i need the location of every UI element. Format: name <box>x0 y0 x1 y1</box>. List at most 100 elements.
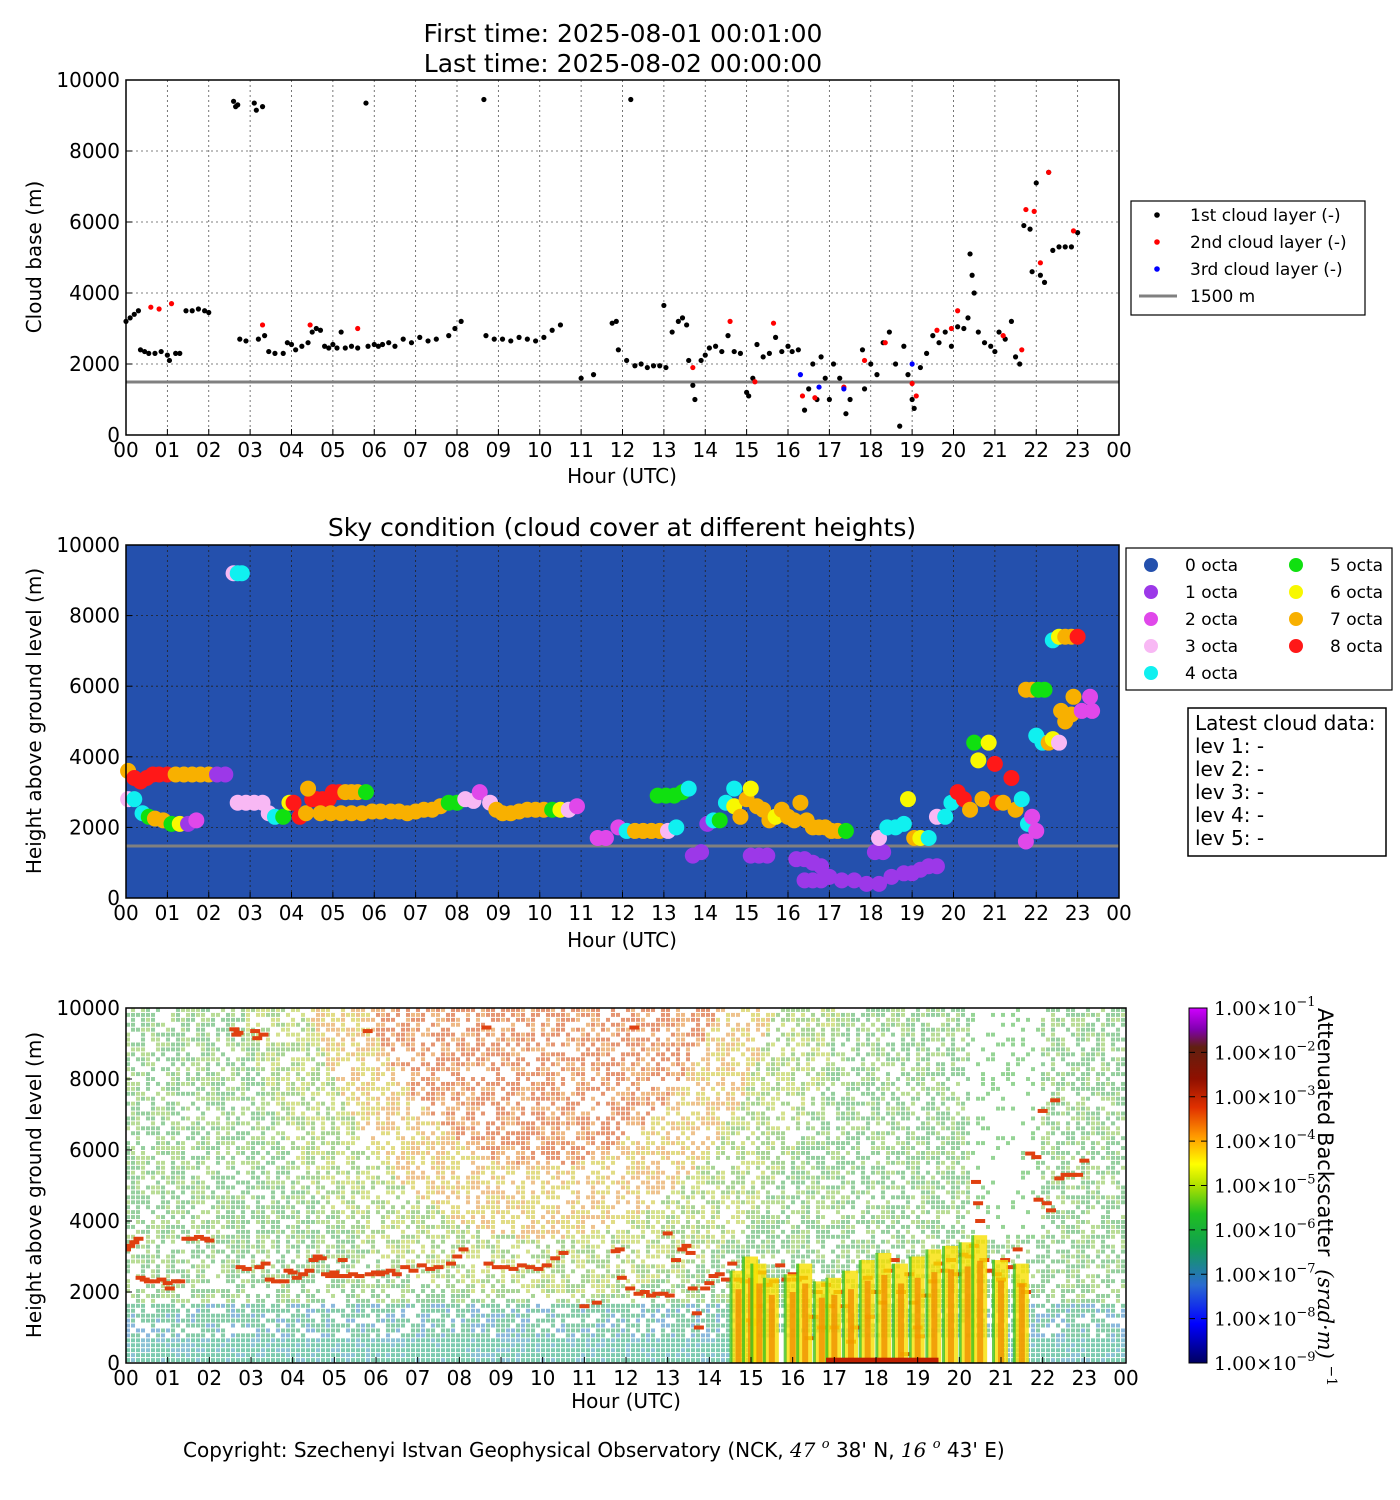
backscatter-cell <box>256 1042 260 1047</box>
backscatter-cell <box>526 1131 530 1136</box>
backscatter-cell <box>466 1017 470 1022</box>
backscatter-cell <box>231 1313 235 1318</box>
backscatter-cell <box>311 1146 315 1150</box>
backscatter-cell <box>266 1057 270 1062</box>
backscatter-cell <box>301 1057 305 1062</box>
backscatter-cell <box>471 1106 475 1111</box>
backscatter-cell <box>426 1195 430 1200</box>
backscatter-cell <box>441 1175 445 1180</box>
backscatter-cell <box>156 1215 160 1220</box>
backscatter-cell <box>501 1343 505 1348</box>
backscatter-cell <box>481 1037 485 1042</box>
backscatter-cell <box>506 1160 510 1165</box>
backscatter-cell <box>481 1289 485 1293</box>
backscatter-cell <box>391 1150 395 1155</box>
backscatter-cell <box>126 1062 130 1067</box>
backscatter-cell <box>296 1037 300 1042</box>
backscatter-cell <box>376 1106 380 1111</box>
backscatter-cell <box>361 1091 365 1096</box>
backscatter-cell <box>406 1121 410 1126</box>
backscatter-cell <box>151 1348 155 1353</box>
backscatter-cell <box>436 1343 440 1348</box>
backscatter-cell <box>171 1062 175 1067</box>
backscatter-cell <box>136 1298 140 1303</box>
backscatter-cell <box>411 1264 415 1269</box>
backscatter-cell <box>156 1328 160 1333</box>
backscatter-cell <box>306 1052 310 1057</box>
backscatter-cell <box>256 1057 260 1062</box>
backscatter-cell <box>201 1210 205 1215</box>
backscatter-cell <box>441 1131 445 1136</box>
backscatter-cell <box>336 1323 340 1328</box>
backscatter-cell <box>406 1091 410 1096</box>
backscatter-cell <box>376 1313 380 1318</box>
backscatter-cell <box>496 1017 500 1022</box>
backscatter-cell <box>311 1150 315 1155</box>
backscatter-cell <box>206 1338 210 1343</box>
backscatter-cell <box>511 1027 515 1032</box>
cloud-layer-1-point <box>262 333 268 339</box>
backscatter-cell <box>451 1111 455 1116</box>
backscatter-cell <box>316 1170 320 1175</box>
cloud-layer-1-point <box>609 320 615 326</box>
backscatter-cell <box>201 1017 205 1022</box>
backscatter-cell <box>141 1022 145 1027</box>
backscatter-cell <box>311 1338 315 1343</box>
backscatter-cell <box>281 1155 285 1160</box>
backscatter-cell <box>506 1220 510 1224</box>
backscatter-cell <box>271 1155 275 1160</box>
backscatter-cell <box>176 1052 180 1057</box>
backscatter-cell <box>216 1200 220 1205</box>
backscatter-cell <box>216 1077 220 1081</box>
backscatter-cell <box>406 1022 410 1027</box>
backscatter-cell <box>276 1146 280 1150</box>
latest-lev-4: lev 4: - <box>1195 803 1264 827</box>
backscatter-cell <box>206 1348 210 1353</box>
backscatter-cell <box>211 1042 215 1047</box>
backscatter-cell <box>446 1220 450 1224</box>
backscatter-cell <box>221 1008 225 1012</box>
backscatter-cell <box>386 1318 390 1323</box>
backscatter-cell <box>496 1313 500 1318</box>
backscatter-cell <box>256 1308 260 1313</box>
backscatter-cell <box>496 1150 500 1155</box>
backscatter-cell <box>126 1318 130 1323</box>
backscatter-cell <box>216 1180 220 1185</box>
backscatter-cell <box>301 1126 305 1131</box>
x-tick-label: 06 <box>362 438 387 462</box>
backscatter-cell <box>441 1313 445 1318</box>
backscatter-cell <box>351 1358 355 1363</box>
backscatter-cell <box>466 1086 470 1091</box>
backscatter-cell <box>381 1254 385 1259</box>
backscatter-cell <box>561 1274 565 1279</box>
backscatter-cell <box>171 1131 175 1136</box>
backscatter-cell <box>436 1274 440 1279</box>
backscatter-cell <box>541 1274 545 1279</box>
backscatter-cell <box>356 1096 360 1101</box>
backscatter-cell <box>496 1353 500 1358</box>
backscatter-cell <box>561 1146 565 1150</box>
cloud-layer-1-point <box>166 357 173 364</box>
backscatter-cell <box>486 1126 490 1131</box>
backscatter-cell <box>156 1185 160 1190</box>
backscatter-cell <box>451 1086 455 1091</box>
backscatter-cell <box>216 1131 220 1136</box>
backscatter-cell <box>176 1348 180 1353</box>
backscatter-cell <box>421 1284 425 1289</box>
backscatter-cell <box>451 1136 455 1141</box>
backscatter-cell <box>506 1318 510 1323</box>
backscatter-cell <box>276 1096 280 1101</box>
backscatter-cell <box>131 1155 135 1160</box>
backscatter-cell <box>281 1338 285 1343</box>
backscatter-cell <box>231 1318 235 1323</box>
backscatter-cell <box>231 1022 235 1027</box>
backscatter-cell <box>226 1210 230 1215</box>
backscatter-cell <box>521 1057 525 1062</box>
backscatter-cell <box>231 1298 235 1303</box>
backscatter-cell <box>281 1106 285 1111</box>
backscatter-cell <box>316 1220 320 1224</box>
backscatter-cell <box>181 1284 185 1289</box>
backscatter-cell <box>516 1338 520 1343</box>
backscatter-cell <box>166 1146 170 1150</box>
backscatter-cell <box>246 1279 250 1284</box>
